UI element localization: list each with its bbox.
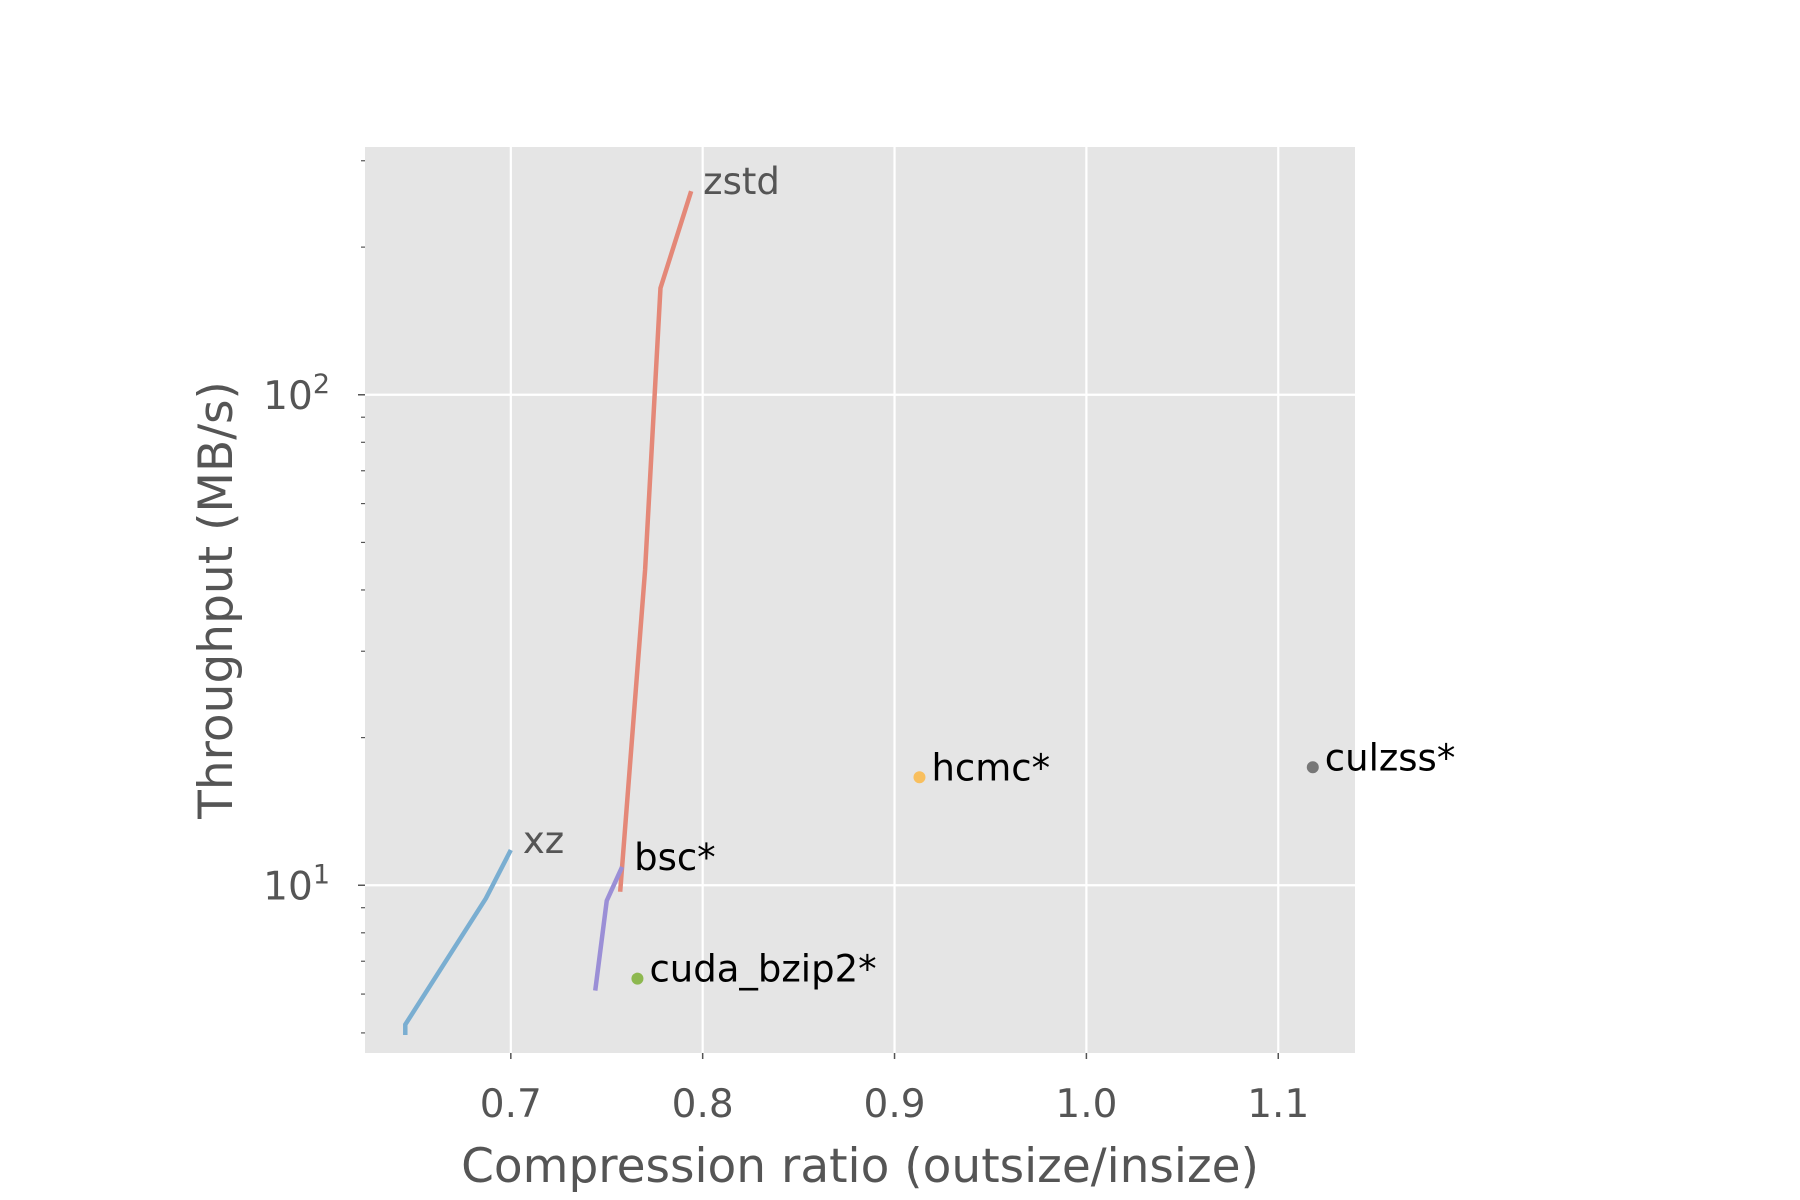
x-axis-label: Compression ratio (outsize/insize)	[461, 1139, 1259, 1194]
x-tick-label: 1.1	[1247, 1082, 1309, 1127]
x-tick-label: 0.8	[672, 1082, 734, 1127]
x-tick-label: 1.0	[1055, 1082, 1117, 1127]
series-marks	[403, 190, 1319, 1036]
series-label-bsc: bsc*	[634, 836, 716, 879]
y-tick-exponent: 1	[313, 859, 330, 890]
series-label-cuda-bzip2: cuda_bzip2*	[649, 948, 876, 991]
series-line-zstd	[617, 190, 694, 892]
series-line-xz	[403, 848, 513, 1036]
x-tick-label: 0.7	[480, 1082, 542, 1127]
series-label-culzss: culzss*	[1325, 736, 1456, 779]
y-tick-exponent: 2	[313, 369, 330, 400]
series-line-bsc	[593, 865, 625, 991]
series-label-zstd: zstd	[703, 160, 780, 203]
series-point-hcmc	[913, 771, 926, 784]
series-point-cuda-bzip2	[631, 972, 644, 985]
series-point-culzss	[1306, 761, 1319, 774]
grid	[365, 147, 1355, 1053]
series-label-hcmc: hcmc*	[931, 746, 1050, 789]
plot-area	[365, 147, 1355, 1053]
series-labels: xz zstd bsc* cuda_bzip2* hcmc* culzss*	[523, 160, 1456, 990]
x-tick-label: 0.9	[864, 1082, 926, 1127]
y-axis-label: Throughput (MB/s)	[189, 381, 244, 820]
series-label-xz: xz	[523, 819, 564, 862]
